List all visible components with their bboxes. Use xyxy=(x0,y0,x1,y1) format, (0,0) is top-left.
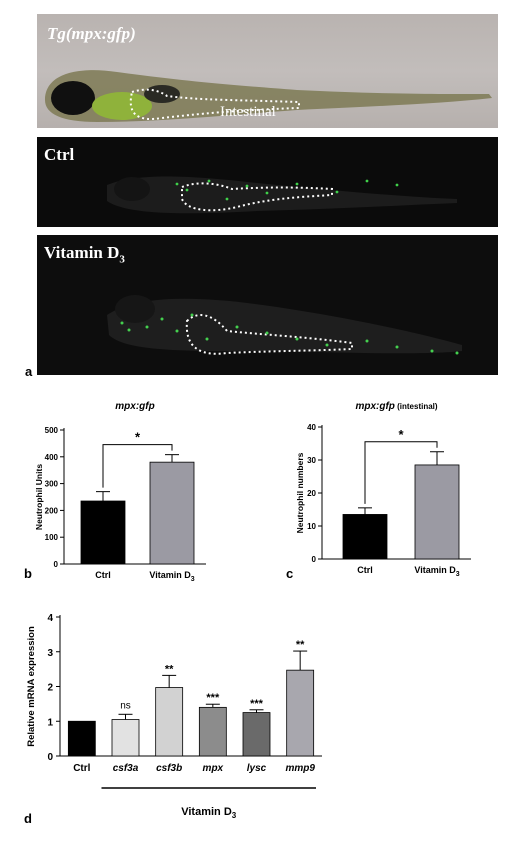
x-tick-label: lysc xyxy=(247,763,267,774)
x-tick-label: Ctrl xyxy=(357,565,373,575)
chart-title-main: mpx:gfp xyxy=(115,401,154,412)
x-tick-label-main: Vitamin D xyxy=(414,565,456,575)
y-axis-label: Relative mRNA expression xyxy=(26,626,37,747)
significance-bracket xyxy=(364,441,438,504)
x-tick-label-main: Ctrl xyxy=(357,565,373,575)
ctrl-fluorescence-image: Ctrl xyxy=(37,137,498,227)
y-tick-label: 20 xyxy=(307,489,316,498)
x-tick-label: mmp9 xyxy=(285,763,315,774)
bar-mmp9 xyxy=(286,669,315,757)
chart-b-neutrophil-units: mpx:gfp 0 100 200 300 400 500 Neutrophil Units C… xyxy=(34,401,206,583)
y-tick-label: 3 xyxy=(47,648,53,659)
larva-brightfield-drawing xyxy=(45,70,492,122)
y-tick-label: 40 xyxy=(307,423,316,432)
y-tick-label: 0 xyxy=(54,560,59,569)
vitd-image-label-main: Vitamin D xyxy=(44,243,120,262)
y-tick-label: 4 xyxy=(47,613,53,624)
ctrl-image-label: Ctrl xyxy=(44,145,75,164)
significance-marker: *** xyxy=(206,692,220,704)
x-tick-label-sub: 3 xyxy=(456,571,460,578)
significance-marker: * xyxy=(135,430,141,445)
chart-title: mpx:gfp xyxy=(115,401,154,412)
vitd-fluorescence-image: Vitamin D3 xyxy=(37,235,498,375)
significance-marker: *** xyxy=(250,698,264,710)
bar-vitamin-d3 xyxy=(149,461,195,565)
chart-c-neutrophil-numbers: mpx:gfp (intestinal) 0 10 20 30 40 Neutrophil … xyxy=(295,401,471,578)
y-tick-label: 200 xyxy=(45,506,59,515)
vitd-image-label-sub: 3 xyxy=(119,253,125,266)
significance-bracket xyxy=(102,444,173,488)
brightfield-label: Tg(mpx:gfp) xyxy=(47,24,136,43)
x-tick-label: csf3b xyxy=(156,763,182,774)
y-axis-label: Neutrophil numbers xyxy=(295,452,305,533)
panel-letter-c: c xyxy=(286,566,294,581)
y-axis-label: Neutrophil Units xyxy=(34,464,44,530)
y-tick-label: 1 xyxy=(47,717,53,728)
x-tick-label-main: Vitamin D xyxy=(149,570,191,580)
significance-marker: ** xyxy=(296,639,305,651)
bar-mpx xyxy=(198,706,227,757)
chart-title-main: mpx:gfp xyxy=(355,401,394,412)
x-tick-label-main: Ctrl xyxy=(95,570,111,580)
group-label-main: Vitamin D xyxy=(181,806,232,818)
panel-letter-a: a xyxy=(25,364,33,379)
vitd-image-label: Vitamin D3 xyxy=(44,243,125,265)
x-tick-label: Vitamin D3 xyxy=(414,565,459,578)
y-tick-label: 300 xyxy=(45,480,59,489)
panel-letter-d: d xyxy=(24,811,32,826)
vitd-larva-drawing xyxy=(107,295,462,355)
y-tick-label: 10 xyxy=(307,522,316,531)
bar-ctrl xyxy=(67,720,96,757)
x-tick-label: Vitamin D3 xyxy=(149,570,194,583)
bar-ctrl xyxy=(80,500,126,565)
x-tick-label: Ctrl xyxy=(95,570,111,580)
y-tick-label: 30 xyxy=(307,456,316,465)
chart-d-mrna-expression: 0 1 2 3 4 Relative mRNA expression Ctrl ns csf3a… xyxy=(26,613,322,820)
bar-vitamin-d3 xyxy=(414,464,460,560)
y-tick-label: 500 xyxy=(45,426,59,435)
y-tick-label: 0 xyxy=(312,555,317,564)
y-tick-label: 100 xyxy=(45,533,59,542)
significance-marker: ** xyxy=(165,663,174,675)
y-tick-label: 0 xyxy=(47,752,53,763)
intestinal-region-label: Intestinal xyxy=(220,104,276,120)
ctrl-larva-drawing xyxy=(107,176,457,214)
x-tick-label: mpx xyxy=(203,763,224,774)
brightfield-image: Tg(mpx:gfp) Intestinal xyxy=(37,14,498,128)
group-label: Vitamin D3 xyxy=(181,806,237,820)
significance-marker: * xyxy=(398,427,404,442)
significance-marker: ns xyxy=(120,700,131,711)
group-label-sub: 3 xyxy=(232,811,237,820)
bar-csf3b xyxy=(155,687,184,757)
chart-title: mpx:gfp (intestinal) xyxy=(355,401,437,412)
bar-ctrl xyxy=(342,514,388,560)
y-tick-label: 400 xyxy=(45,453,59,462)
panel-letter-b: b xyxy=(24,566,32,581)
chart-title-suffix: (intestinal) xyxy=(395,402,438,411)
x-tick-label: Ctrl xyxy=(73,763,90,774)
y-tick-label: 2 xyxy=(47,683,53,694)
bar-lysc xyxy=(242,712,271,757)
bar-csf3a xyxy=(111,719,140,757)
x-tick-label: csf3a xyxy=(113,763,139,774)
x-tick-label-sub: 3 xyxy=(191,576,195,583)
